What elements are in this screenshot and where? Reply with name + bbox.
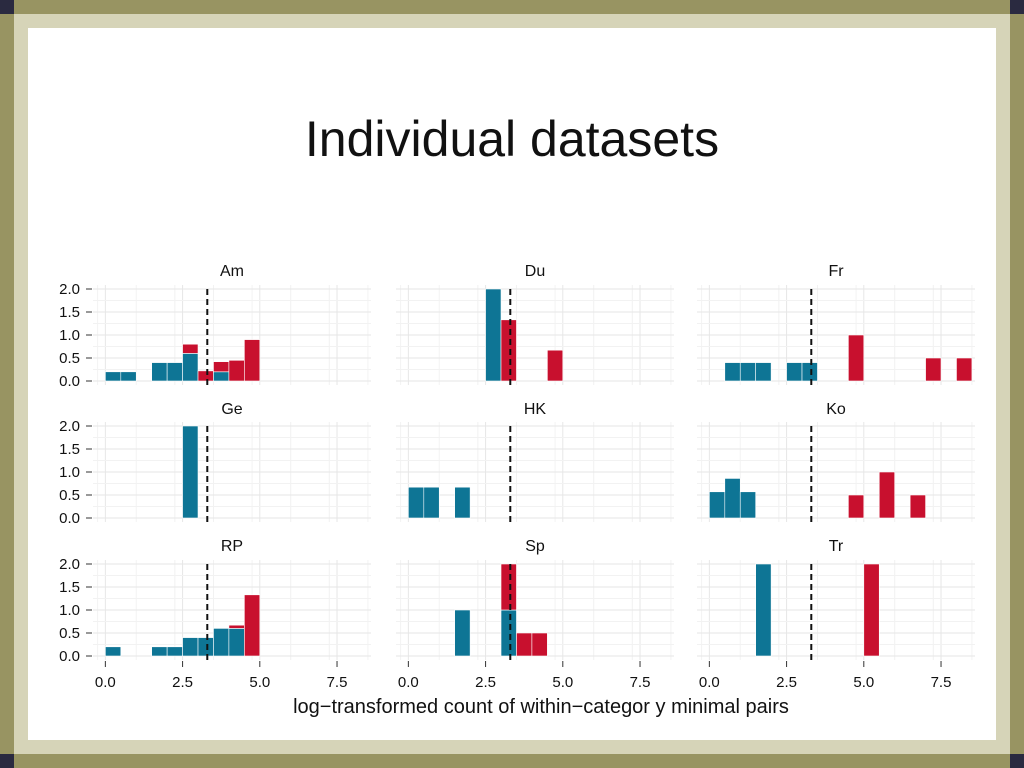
panel-title-ko: Ko <box>826 401 846 418</box>
histogram-bar-blue <box>151 646 168 657</box>
histogram-bar-blue <box>182 353 199 382</box>
x-tick-label: 7.5 <box>931 674 952 691</box>
x-tick-label: 7.5 <box>630 674 651 691</box>
y-tick-label: 1.5 <box>59 304 80 321</box>
histogram-bar-blue <box>105 646 122 657</box>
y-tick-label: 1.0 <box>59 602 80 619</box>
histogram-bar-red <box>863 563 880 657</box>
histogram-bar-blue <box>801 362 818 382</box>
panel-title-tr: Tr <box>829 538 844 555</box>
frame-corner-bl <box>0 754 14 768</box>
histogram-bar-blue <box>408 486 425 519</box>
y-tick-label: 0.0 <box>59 510 80 527</box>
histogram-bar-blue <box>500 609 517 657</box>
histogram-bar-blue <box>724 362 741 382</box>
histogram-bar-red <box>516 632 533 657</box>
histogram-bar-blue <box>228 628 245 657</box>
histogram-bar-blue <box>182 637 199 657</box>
histogram-bar-blue <box>197 637 214 657</box>
x-tick-label: 5.0 <box>249 674 270 691</box>
histogram-bar-blue <box>105 371 122 382</box>
histogram-bar-blue <box>454 486 471 519</box>
histogram-bar-red <box>848 494 865 519</box>
histogram-bar-blue <box>213 371 230 382</box>
histogram-bar-red <box>244 594 261 657</box>
histogram-bar-blue <box>709 491 726 519</box>
panel-title-am: Am <box>220 263 244 280</box>
histogram-bar-blue <box>166 646 183 657</box>
x-tick-label: 0.0 <box>398 674 419 691</box>
histogram-bar-red <box>244 339 261 382</box>
x-axis-label: log−transformed count of within−categor … <box>293 696 789 718</box>
histogram-bar-red <box>547 349 564 382</box>
histogram-bar-blue <box>182 425 199 519</box>
slide-title: Individual datasets <box>304 111 720 167</box>
frame-corner-tl <box>0 0 14 14</box>
histogram-bar-red <box>848 334 865 382</box>
histogram-bar-red <box>531 632 548 657</box>
y-tick-label: 0.0 <box>59 648 80 665</box>
panel-title-ge: Ge <box>221 401 242 418</box>
histogram-bar-red <box>878 471 895 519</box>
panel-title-hk: HK <box>524 401 547 418</box>
y-tick-label: 0.5 <box>59 625 80 642</box>
histogram-bar-blue <box>786 362 803 382</box>
x-tick-label: 2.5 <box>172 674 193 691</box>
y-tick-label: 1.5 <box>59 441 80 458</box>
histogram-bar-red <box>197 370 214 382</box>
panel-title-rp: RP <box>221 538 243 555</box>
histogram-bar-blue <box>423 486 440 519</box>
histogram-bar-blue <box>166 362 183 382</box>
y-tick-label: 1.0 <box>59 464 80 481</box>
histogram-bar-red <box>213 361 230 373</box>
histogram-bar-red <box>228 359 245 382</box>
y-tick-label: 1.0 <box>59 327 80 344</box>
histogram-bar-red <box>228 624 245 629</box>
x-tick-label: 5.0 <box>853 674 874 691</box>
histogram-bar-blue <box>120 371 137 382</box>
panel-title-fr: Fr <box>828 263 844 280</box>
histogram-bar-red <box>182 343 199 354</box>
histogram-bar-blue <box>213 628 230 657</box>
histogram-bar-blue <box>485 288 502 382</box>
histogram-bar-blue <box>454 609 471 657</box>
y-tick-label: 0.0 <box>59 373 80 390</box>
y-tick-label: 2.0 <box>59 281 80 298</box>
y-tick-label: 1.5 <box>59 579 80 596</box>
x-tick-label: 5.0 <box>552 674 573 691</box>
histogram-bar-blue <box>724 478 741 519</box>
y-tick-label: 2.0 <box>59 418 80 435</box>
histogram-bar-red <box>909 494 926 519</box>
histogram-bar-blue <box>151 362 168 382</box>
histogram-bar-blue <box>755 362 772 382</box>
histogram-bar-red <box>925 357 942 382</box>
histogram-bar-blue <box>739 491 756 519</box>
x-tick-label: 0.0 <box>699 674 720 691</box>
histogram-bar-blue <box>755 563 772 657</box>
frame-corner-br <box>1010 754 1024 768</box>
panel-title-du: Du <box>525 263 545 280</box>
panel-title-sp: Sp <box>525 538 545 555</box>
histogram-bar-red <box>956 357 973 382</box>
y-tick-label: 0.5 <box>59 350 80 367</box>
x-tick-label: 0.0 <box>95 674 116 691</box>
histogram-bar-blue <box>739 362 756 382</box>
y-tick-label: 2.0 <box>59 556 80 573</box>
frame-corner-tr <box>1010 0 1024 14</box>
histogram-bar-red <box>500 563 517 611</box>
x-tick-label: 2.5 <box>776 674 797 691</box>
y-tick-label: 0.5 <box>59 487 80 504</box>
histogram-bar-red <box>500 319 517 382</box>
x-tick-label: 2.5 <box>475 674 496 691</box>
x-tick-label: 7.5 <box>327 674 348 691</box>
